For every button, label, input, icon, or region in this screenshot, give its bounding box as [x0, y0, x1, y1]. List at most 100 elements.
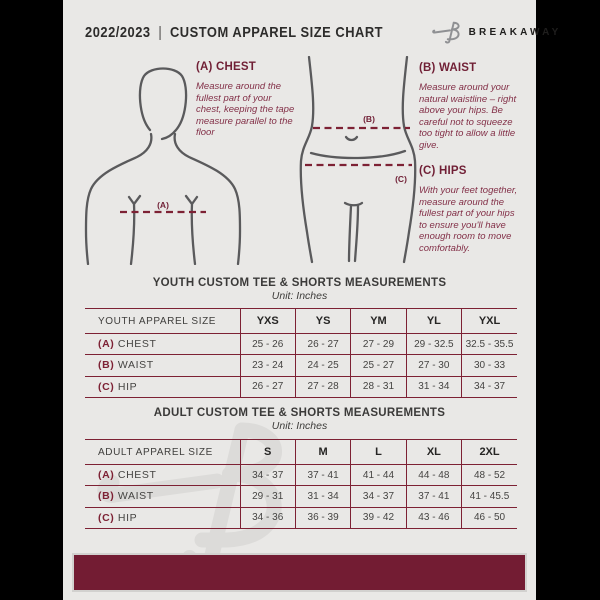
row-label: (C) HIP [85, 507, 240, 528]
brand-name: BREAKAWAY [468, 26, 562, 38]
measurement-cell: 32.5 - 35.5 [461, 333, 517, 355]
youth-table-title: YOUTH CUSTOM TEE & SHORTS MEASUREMENTS [152, 277, 447, 289]
size-column-header: S [239, 439, 296, 465]
brand-group: BREAKAWAY [431, 19, 562, 46]
right-letterbox [536, 0, 600, 600]
measurement-cell: 48 - 52 [461, 464, 517, 486]
chest-instruction-text: Measure around the fullest part of your … [196, 81, 295, 138]
measurement-cell: 34 - 37 [239, 464, 296, 486]
row-marker: (C) [98, 511, 115, 524]
row-label: (A) CHEST [85, 334, 240, 355]
row-label-text: WAIST [114, 359, 154, 372]
youth-size-table: YOUTH APPAREL SIZE YXS YS YM YL YXL (A) CHEST 2… [85, 308, 517, 398]
waist-marker-label: (B) [363, 114, 375, 124]
page-title: 2022/2023 | CUSTOM APPAREL SIZE CHART [85, 24, 383, 41]
measurement-cell: 43 - 46 [405, 507, 462, 529]
size-column-header: YXL [461, 308, 517, 334]
adult-table-unit: Unit: Inches [271, 420, 328, 432]
waist-instruction-text: Measure around your natural waistline – … [419, 82, 517, 151]
row-label: (C) HIP [85, 376, 240, 397]
adult-size-table: ADULT APPAREL SIZE S M L XL 2XL (A) CHEST 34 - … [85, 439, 517, 529]
measurement-cell: 46 - 50 [461, 507, 517, 529]
measurement-cell: 34 - 37 [461, 376, 517, 398]
size-column-header: XL [405, 439, 462, 465]
measurement-cell: 26 - 27 [294, 333, 351, 355]
row-label-text: CHEST [114, 469, 157, 482]
row-marker: (A) [98, 469, 115, 482]
torso-figure: (A) [84, 67, 242, 265]
youth-table-unit: Unit: Inches [271, 290, 328, 302]
title-year: 2022/2023 [85, 23, 151, 41]
hips-instruction-text: With your feet together, measure around … [419, 185, 518, 254]
chest-instructions: (A) CHEST Measure around the fullest par… [196, 61, 296, 139]
adult-table-title: ADULT CUSTOM TEE & SHORTS MEASUREMENTS [153, 407, 446, 419]
measurement-cell: 41 - 44 [350, 464, 407, 486]
row-marker: (A) [98, 338, 115, 351]
size-column-header: M [294, 439, 351, 465]
measurement-cell: 37 - 41 [405, 485, 462, 508]
row-label: (A) CHEST [85, 465, 240, 486]
measurement-cell: 27 - 28 [294, 376, 351, 398]
table-row: (B) WAIST 23 - 24 24 - 25 25 - 27 27 - 30 30 … [85, 354, 517, 377]
apparel-size-header: YOUTH APPAREL SIZE [98, 315, 217, 327]
hip-marker-label: (C) [395, 174, 407, 184]
measurement-cell: 25 - 27 [350, 354, 407, 377]
row-label: (B) WAIST [85, 486, 240, 507]
measurement-cell: 36 - 39 [294, 507, 351, 529]
measurement-cell: 34 - 37 [350, 485, 407, 508]
size-column-header: YS [294, 308, 351, 334]
size-chart-page: 2022/2023 | CUSTOM APPAREL SIZE CHART BR… [63, 0, 558, 600]
measurement-cell: 39 - 42 [350, 507, 407, 529]
row-label-text: CHEST [114, 338, 157, 351]
measurement-cell: 28 - 31 [350, 376, 407, 398]
table-row: (A) CHEST 25 - 26 26 - 27 27 - 29 29 - 32.5 3… [85, 333, 517, 355]
measurement-cell: 27 - 30 [405, 354, 462, 377]
lower-body-figure: (B) (C) [299, 56, 417, 264]
table-row: (A) CHEST 34 - 37 37 - 41 41 - 44 44 - 48 48 … [85, 464, 517, 486]
title-divider: | [158, 23, 163, 41]
measurement-cell: 44 - 48 [405, 464, 462, 486]
header: 2022/2023 | CUSTOM APPAREL SIZE CHART BR… [85, 16, 558, 48]
left-letterbox [0, 0, 63, 600]
measurement-cell: 29 - 31 [239, 485, 296, 508]
size-column-header: YM [350, 308, 407, 334]
apparel-size-header: ADULT APPAREL SIZE [98, 446, 213, 458]
row-label: (B) WAIST [85, 355, 240, 376]
row-marker: (B) [98, 490, 115, 503]
table-row: (C) HIP 26 - 27 27 - 28 28 - 31 31 - 34 34 - … [85, 376, 517, 398]
table-row: (C) HIP 34 - 36 36 - 39 39 - 42 43 - 46 46 - … [85, 507, 517, 529]
row-marker: (C) [98, 380, 115, 393]
measurement-cell: 34 - 36 [239, 507, 296, 529]
measurement-cell: 26 - 27 [239, 376, 296, 398]
measurement-cell: 24 - 25 [294, 354, 351, 377]
chest-marker-label: (A) [157, 200, 169, 210]
table-header-row: YOUTH APPAREL SIZE YXS YS YM YL YXL [85, 308, 517, 334]
measurement-cell: 31 - 34 [405, 376, 462, 398]
measurement-cell: 23 - 24 [239, 354, 296, 377]
title-text: CUSTOM APPAREL SIZE CHART [169, 23, 384, 41]
row-label-text: HIP [114, 380, 138, 393]
breakaway-b-logo-icon [431, 21, 460, 44]
size-column-header: 2XL [461, 439, 517, 465]
size-column-header: YXS [239, 308, 296, 334]
size-column-header: YL [405, 308, 462, 334]
table-header-row: ADULT APPAREL SIZE S M L XL 2XL [85, 439, 517, 465]
measurement-cell: 25 - 26 [239, 333, 296, 355]
row-label-text: HIP [114, 511, 138, 524]
chest-instruction-heading: (A) CHEST [196, 61, 256, 73]
row-label-text: WAIST [114, 490, 154, 503]
size-column-header: L [350, 439, 407, 465]
table-row: (B) WAIST 29 - 31 31 - 34 34 - 37 37 - 41 41 … [85, 485, 517, 508]
waist-instructions: (B) WAIST Measure around your natural wa… [419, 62, 523, 151]
measurement-cell: 41 - 45.5 [461, 485, 517, 508]
waist-instruction-heading: (B) WAIST [419, 62, 477, 74]
measurement-cell: 37 - 41 [294, 464, 351, 486]
hips-instructions: (C) HIPS With your feet together, measur… [419, 165, 523, 254]
measurement-cell: 27 - 29 [350, 333, 407, 355]
row-marker: (B) [98, 359, 115, 372]
measurement-cell: 29 - 32.5 [405, 333, 462, 355]
measurement-cell: 31 - 34 [294, 485, 351, 508]
hips-instruction-heading: (C) HIPS [419, 165, 467, 177]
measurement-cell: 30 - 33 [461, 354, 517, 377]
footer-bar [72, 553, 527, 592]
